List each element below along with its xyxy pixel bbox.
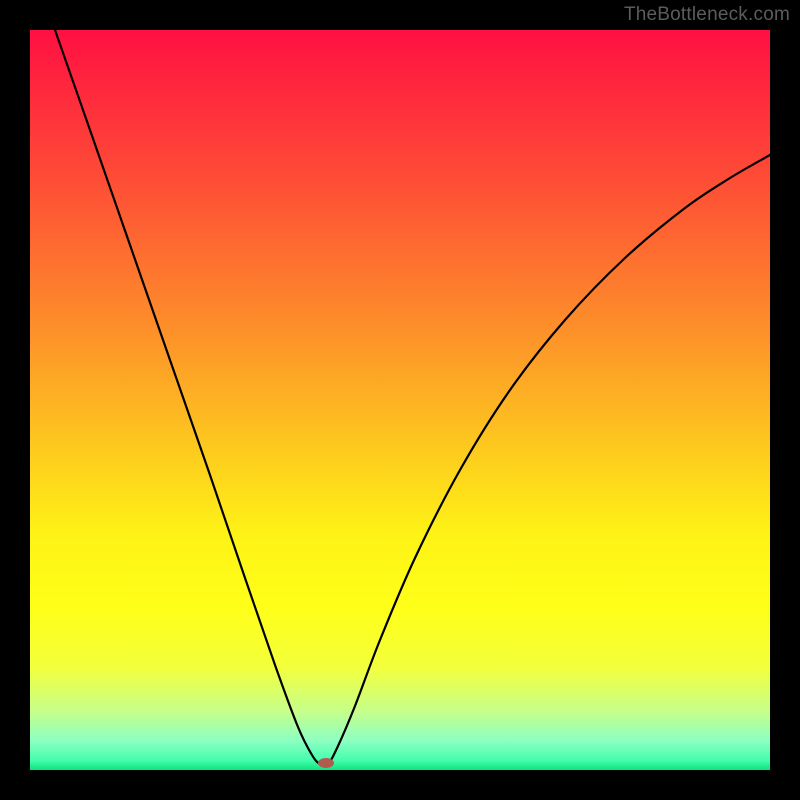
chart-svg (30, 30, 770, 770)
minimum-marker (318, 758, 334, 768)
watermark-text: TheBottleneck.com (624, 4, 790, 26)
gradient-background (30, 30, 770, 770)
plot-area (30, 30, 770, 770)
